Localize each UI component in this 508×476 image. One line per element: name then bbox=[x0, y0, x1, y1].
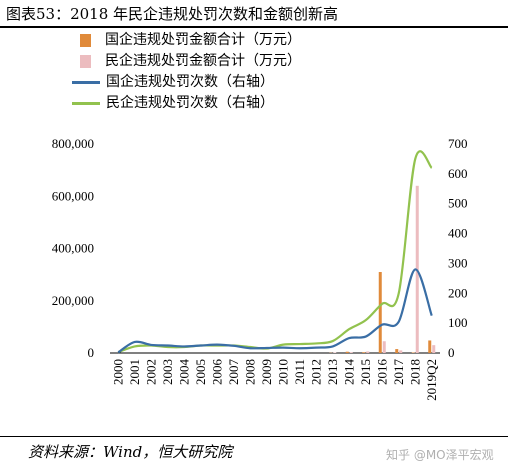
y-right-tick-label: 100 bbox=[448, 315, 468, 330]
legend-label-gov-count: 国企违规处罚次数（右轴） bbox=[106, 74, 274, 90]
x-tick-label: 2008 bbox=[242, 359, 257, 385]
y-right-tick-label: 500 bbox=[448, 196, 468, 211]
bar-gov-amount bbox=[378, 272, 382, 353]
legend-swatch-priv-count bbox=[72, 102, 100, 105]
bar-gov-amount bbox=[411, 352, 415, 353]
legend-item-priv-amount: 民企违规处罚金额合计（万元） bbox=[72, 51, 301, 72]
y-left-tick-label: 600,000 bbox=[52, 188, 94, 203]
x-tick-label: 2003 bbox=[160, 359, 175, 385]
y-right-tick-label: 300 bbox=[448, 255, 468, 270]
x-tick-label: 2009 bbox=[259, 359, 274, 385]
bar-priv-amount bbox=[366, 351, 370, 353]
legend-swatch-gov-count bbox=[72, 81, 100, 84]
bar-priv-amount bbox=[399, 350, 403, 353]
legend: 国企违规处罚金额合计（万元） 民企违规处罚金额合计（万元） 国企违规处罚次数（右… bbox=[72, 30, 301, 114]
legend-item-gov-count: 国企违规处罚次数（右轴） bbox=[72, 72, 301, 93]
y-right-tick-label: 700 bbox=[448, 136, 468, 151]
y-right-tick-label: 400 bbox=[448, 226, 468, 241]
x-tick-label: 2012 bbox=[308, 359, 323, 385]
legend-item-priv-count: 民企违规处罚次数（右轴） bbox=[72, 93, 301, 114]
combo-chart: 0 200,000 400,000 600,000 800,000 0 100 200 300 4… bbox=[52, 136, 468, 401]
x-tick-label: 2005 bbox=[193, 359, 208, 385]
x-tick-label: 2004 bbox=[176, 359, 191, 386]
x-tick-label: 2013 bbox=[325, 359, 340, 385]
source-note: 资料来源：Wind，恒大研究院 bbox=[28, 443, 233, 461]
bar-gov-amount bbox=[345, 351, 349, 353]
bar-priv-amount bbox=[333, 352, 337, 353]
y-right-tick-label: 200 bbox=[448, 285, 468, 300]
line-priv-count bbox=[117, 150, 433, 354]
x-tick-label: 2014 bbox=[341, 359, 356, 386]
bar-gov-amount bbox=[395, 349, 399, 353]
legend-label-priv-amount: 民企违规处罚金额合计（万元） bbox=[105, 53, 301, 69]
footer-divider bbox=[0, 436, 508, 437]
y-right-tick-label: 600 bbox=[448, 166, 468, 181]
bar-priv-amount bbox=[432, 345, 436, 353]
x-tick-label: 2015 bbox=[358, 359, 373, 385]
x-tick-label: 2006 bbox=[209, 359, 224, 386]
y-left-tick-label: 200,000 bbox=[52, 293, 94, 308]
x-tick-label: 2019Q2 bbox=[424, 359, 439, 401]
y-right-tick-label: 0 bbox=[448, 345, 455, 360]
x-tick-label: 2017 bbox=[391, 359, 406, 386]
watermark: 知乎 @MO泽平宏观 bbox=[386, 448, 494, 462]
x-tick-label: 2002 bbox=[143, 359, 158, 385]
title-divider bbox=[0, 26, 508, 28]
x-tick-label: 2000 bbox=[110, 359, 125, 385]
legend-swatch-gov-amount bbox=[80, 34, 91, 47]
x-tick-label: 2011 bbox=[292, 359, 307, 385]
legend-label-priv-count: 民企违规处罚次数（右轴） bbox=[106, 95, 274, 111]
line-gov-count bbox=[117, 268, 433, 354]
y-left-tick-label: 400,000 bbox=[52, 241, 94, 256]
legend-label-gov-amount: 国企违规处罚金额合计（万元） bbox=[105, 32, 301, 48]
bar-gov-amount bbox=[428, 340, 432, 353]
bar-gov-amount bbox=[362, 352, 366, 353]
y-left-tick-label: 800,000 bbox=[52, 136, 94, 151]
chart-title: 图表53：2018 年民企违规处罚次数和金额创新高 bbox=[6, 5, 339, 23]
x-tick-label: 2018 bbox=[407, 359, 422, 385]
legend-item-gov-amount: 国企违规处罚金额合计（万元） bbox=[72, 30, 301, 51]
x-tick-label: 2016 bbox=[374, 359, 389, 386]
bar-priv-amount bbox=[349, 352, 353, 353]
x-tick-label: 2010 bbox=[275, 359, 290, 385]
x-tick-label: 2007 bbox=[226, 359, 241, 386]
legend-swatch-priv-amount bbox=[80, 55, 91, 68]
y-left-tick-label: 0 bbox=[88, 345, 95, 360]
x-tick-label: 2001 bbox=[127, 359, 142, 385]
bar-priv-amount bbox=[382, 341, 386, 353]
